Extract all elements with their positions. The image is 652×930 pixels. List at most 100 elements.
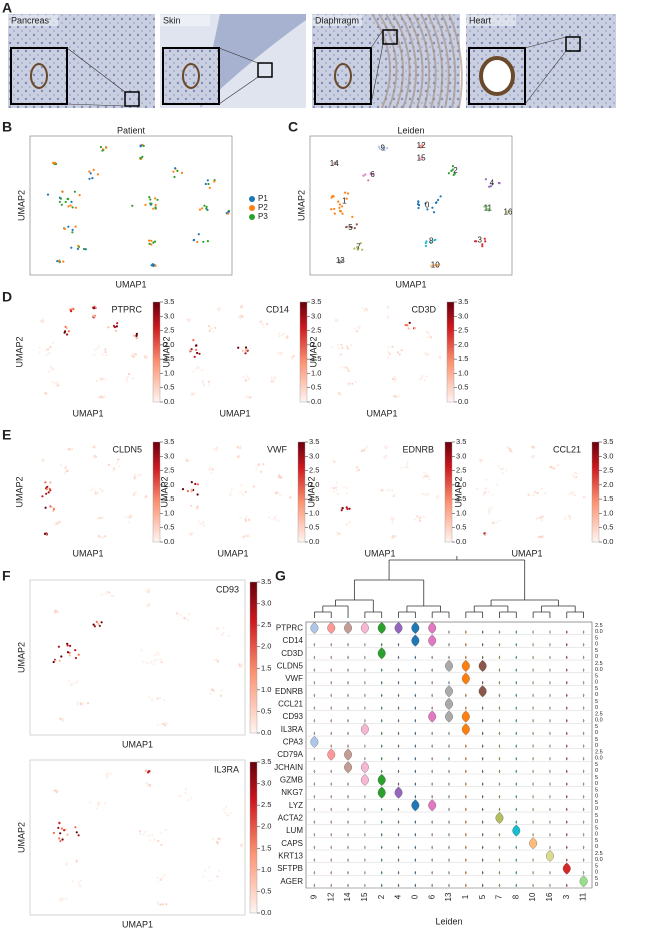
umap-points [52,588,244,727]
violin [414,832,417,837]
scale-label: 0.0 [595,755,603,761]
cell [139,473,143,476]
cell [148,242,151,245]
cell [429,264,433,267]
violin [478,685,487,698]
cell [426,475,429,478]
colorbar-tick-label: 2.0 [309,480,319,489]
cell [337,343,340,346]
violin [414,718,417,723]
violin [566,655,568,660]
violin [465,706,467,710]
cell [338,203,341,206]
cell [248,396,251,399]
violin [330,668,332,672]
cell [340,509,343,512]
cell [347,383,350,387]
violin [515,744,518,748]
violin [529,837,538,850]
cell [351,215,354,218]
cell [61,717,64,720]
cell [240,663,244,666]
gene-name: CD14 [266,304,289,314]
gene-label: LYZ [289,801,303,810]
cell [42,459,45,462]
cell [64,897,68,900]
violin [532,807,534,812]
inset-box [314,47,372,105]
cell [364,173,367,176]
cell [52,660,55,664]
cell [257,465,260,468]
cell [148,839,151,842]
violin [380,769,383,774]
cell [238,663,241,666]
violin [380,731,383,736]
cell [52,831,56,835]
cell [571,491,575,494]
plot-frame [29,135,233,276]
cell [147,770,150,773]
cell [349,343,353,347]
cell [488,511,491,515]
cell [568,518,571,521]
cell [487,491,490,494]
umap-points [330,445,439,539]
cell [501,472,504,475]
cell [427,492,430,495]
cell [187,318,191,321]
cluster-label: 5 [348,223,353,232]
cluster-tick-label: 7 [495,894,504,899]
gene-label: SFTPB [277,864,303,873]
scale-label: 0 [595,705,598,711]
violin [582,706,585,710]
cell [104,535,107,538]
violin [448,820,450,824]
cell [131,355,134,358]
violin [498,744,501,748]
violin [364,744,366,748]
zoom-line [218,47,259,64]
zoom-line [370,43,384,105]
cluster-tick-label: 10 [528,892,537,901]
cell [338,259,341,262]
violin [394,786,403,799]
violin [549,668,551,672]
panel-label: C [288,119,298,135]
violin [566,668,568,672]
cell [202,240,205,243]
violin [549,883,551,888]
cell [575,472,579,475]
violin [330,858,332,862]
cell [58,383,61,386]
violin [377,622,386,634]
cell [508,447,511,450]
violin [313,832,316,837]
cell [135,332,138,335]
cell [149,198,152,201]
violin [532,782,534,786]
cell [217,660,220,663]
colorbar-tick-label: 0.0 [164,397,174,406]
cell [426,208,429,211]
legend-label: P3 [258,212,268,221]
scale-label: 5 [595,673,598,679]
violin [313,655,316,660]
violin [380,642,383,647]
cell [131,204,134,207]
cell [151,834,154,837]
violin [313,845,316,850]
cell [484,533,487,536]
vessel [334,63,352,89]
cell [291,355,294,358]
cell [106,775,109,778]
violin [347,731,349,736]
cell [450,169,453,172]
cell [422,476,425,479]
violin [448,744,450,748]
violin [481,832,484,837]
cell [117,458,120,461]
scale-label: 2.5 [595,851,603,857]
violin [579,875,588,888]
colorbar-tick-label: 1.0 [311,368,321,377]
